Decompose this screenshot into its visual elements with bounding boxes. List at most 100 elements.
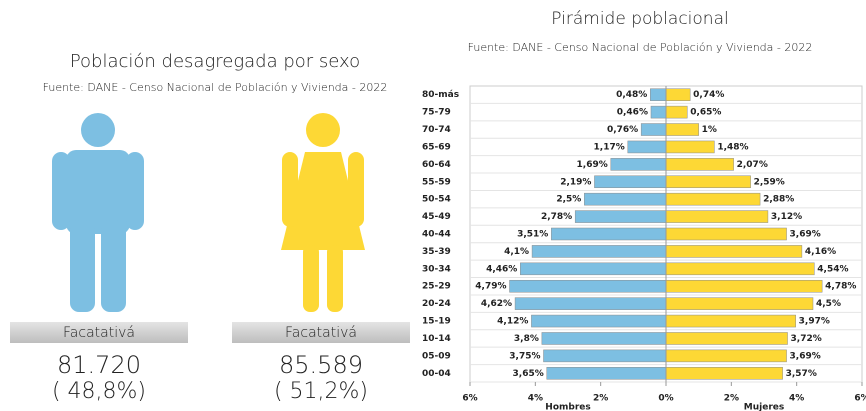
bar bbox=[574, 210, 667, 223]
value-label: 1,69% bbox=[577, 160, 608, 170]
value-label: 4,54% bbox=[817, 264, 848, 274]
bar bbox=[665, 297, 814, 310]
bar bbox=[584, 192, 667, 206]
bar bbox=[665, 210, 769, 223]
bar bbox=[650, 88, 667, 101]
y-tick-label: 50-54 bbox=[422, 195, 451, 205]
bar bbox=[514, 297, 667, 310]
place-label: Facatativá bbox=[63, 325, 135, 341]
value-label: 4,12% bbox=[497, 317, 528, 327]
bar bbox=[650, 105, 667, 119]
panel-title: Población desagregada por sexo bbox=[70, 51, 360, 72]
y-tick-label: 60-64 bbox=[422, 160, 451, 170]
x-tick-label: 4% bbox=[789, 394, 804, 404]
value-label: 4,16% bbox=[805, 247, 836, 257]
value-label: 2,07% bbox=[737, 160, 768, 170]
bar bbox=[665, 262, 815, 276]
y-tick-label: 40-44 bbox=[422, 230, 451, 240]
male-icon bbox=[52, 113, 144, 312]
value-label: 0,74% bbox=[693, 90, 724, 100]
bar bbox=[665, 367, 783, 380]
bar bbox=[594, 175, 667, 189]
bar bbox=[665, 88, 691, 101]
chart-title: Pirámide poblacional bbox=[551, 9, 728, 29]
value-label: 3,69% bbox=[790, 230, 821, 240]
bar bbox=[665, 123, 699, 136]
bar bbox=[541, 332, 667, 345]
value-label: 4,79% bbox=[475, 282, 506, 292]
value-label: 3,75% bbox=[509, 351, 540, 361]
value-label: 4,1% bbox=[504, 247, 529, 257]
y-tick-label: 10-14 bbox=[422, 334, 451, 344]
value-label: 3,69% bbox=[790, 351, 821, 361]
value-label: 0,46% bbox=[617, 108, 648, 118]
y-tick-label: 35-39 bbox=[422, 247, 451, 257]
value-label: 2,59% bbox=[754, 177, 785, 187]
count: 81.720 bbox=[57, 351, 141, 379]
percent: ( 48,8%) bbox=[52, 379, 146, 404]
y-tick-label: 05-09 bbox=[422, 351, 451, 361]
chart-subtitle: Fuente: DANE - Censo Nacional de Poblaci… bbox=[468, 41, 813, 54]
y-tick-label: 80-más bbox=[422, 90, 459, 100]
value-label: 3,57% bbox=[786, 369, 817, 379]
value-label: 0,76% bbox=[607, 125, 638, 135]
bar bbox=[665, 314, 796, 328]
value-label: 0,65% bbox=[690, 108, 721, 118]
value-label: 4,62% bbox=[481, 299, 512, 309]
place-bar bbox=[232, 322, 410, 343]
value-label: 4,78% bbox=[825, 282, 856, 292]
y-tick-label: 25-29 bbox=[422, 282, 451, 292]
axis-label: Mujeres bbox=[744, 403, 784, 411]
x-tick-label: 2% bbox=[593, 394, 608, 404]
y-tick-label: 30-34 bbox=[422, 264, 451, 274]
value-label: 1% bbox=[702, 125, 717, 135]
bar bbox=[543, 349, 667, 363]
value-label: 3,97% bbox=[799, 317, 830, 327]
bar bbox=[520, 262, 667, 276]
bar bbox=[509, 279, 667, 293]
y-tick-label: 00-04 bbox=[422, 369, 451, 379]
percent: ( 51,2%) bbox=[274, 379, 368, 404]
bar bbox=[665, 158, 734, 171]
bar bbox=[665, 279, 823, 293]
bar bbox=[640, 123, 667, 136]
value-label: 3,65% bbox=[513, 369, 544, 379]
x-tick-label: 0% bbox=[658, 394, 673, 404]
bar bbox=[665, 105, 688, 119]
y-tick-label: 20-24 bbox=[422, 299, 451, 309]
value-label: 2,5% bbox=[556, 195, 581, 205]
x-tick-label: 6% bbox=[462, 394, 477, 404]
value-label: 3,72% bbox=[791, 334, 822, 344]
x-tick-label: 4% bbox=[528, 394, 543, 404]
bar bbox=[665, 349, 787, 363]
value-label: 2,88% bbox=[763, 195, 794, 205]
bar bbox=[665, 175, 751, 189]
bar bbox=[610, 158, 667, 171]
bar bbox=[531, 245, 667, 258]
bar bbox=[551, 227, 667, 241]
x-tick-label: 6% bbox=[854, 394, 866, 404]
y-tick-label: 70-74 bbox=[422, 125, 451, 135]
axis-label: Hombres bbox=[545, 403, 590, 411]
panel-source: Fuente: DANE - Censo Nacional de Poblaci… bbox=[43, 81, 388, 94]
y-tick-label: 45-49 bbox=[422, 212, 451, 222]
bar bbox=[546, 367, 667, 380]
bar bbox=[665, 332, 788, 345]
place-label: Facatativá bbox=[285, 325, 357, 341]
value-label: 2,19% bbox=[560, 177, 591, 187]
female-icon bbox=[281, 113, 365, 312]
x-tick-label: 2% bbox=[724, 394, 739, 404]
value-label: 4,5% bbox=[816, 299, 841, 309]
place-bar bbox=[10, 322, 188, 343]
value-label: 0,48% bbox=[616, 90, 647, 100]
bar bbox=[531, 314, 667, 328]
bar bbox=[665, 245, 803, 258]
y-tick-label: 15-19 bbox=[422, 317, 451, 327]
value-label: 3,51% bbox=[517, 230, 548, 240]
value-label: 1,17% bbox=[594, 142, 625, 152]
y-tick-label: 65-69 bbox=[422, 142, 451, 152]
bar bbox=[627, 140, 667, 154]
bar bbox=[665, 192, 761, 206]
value-label: 3,8% bbox=[514, 334, 539, 344]
